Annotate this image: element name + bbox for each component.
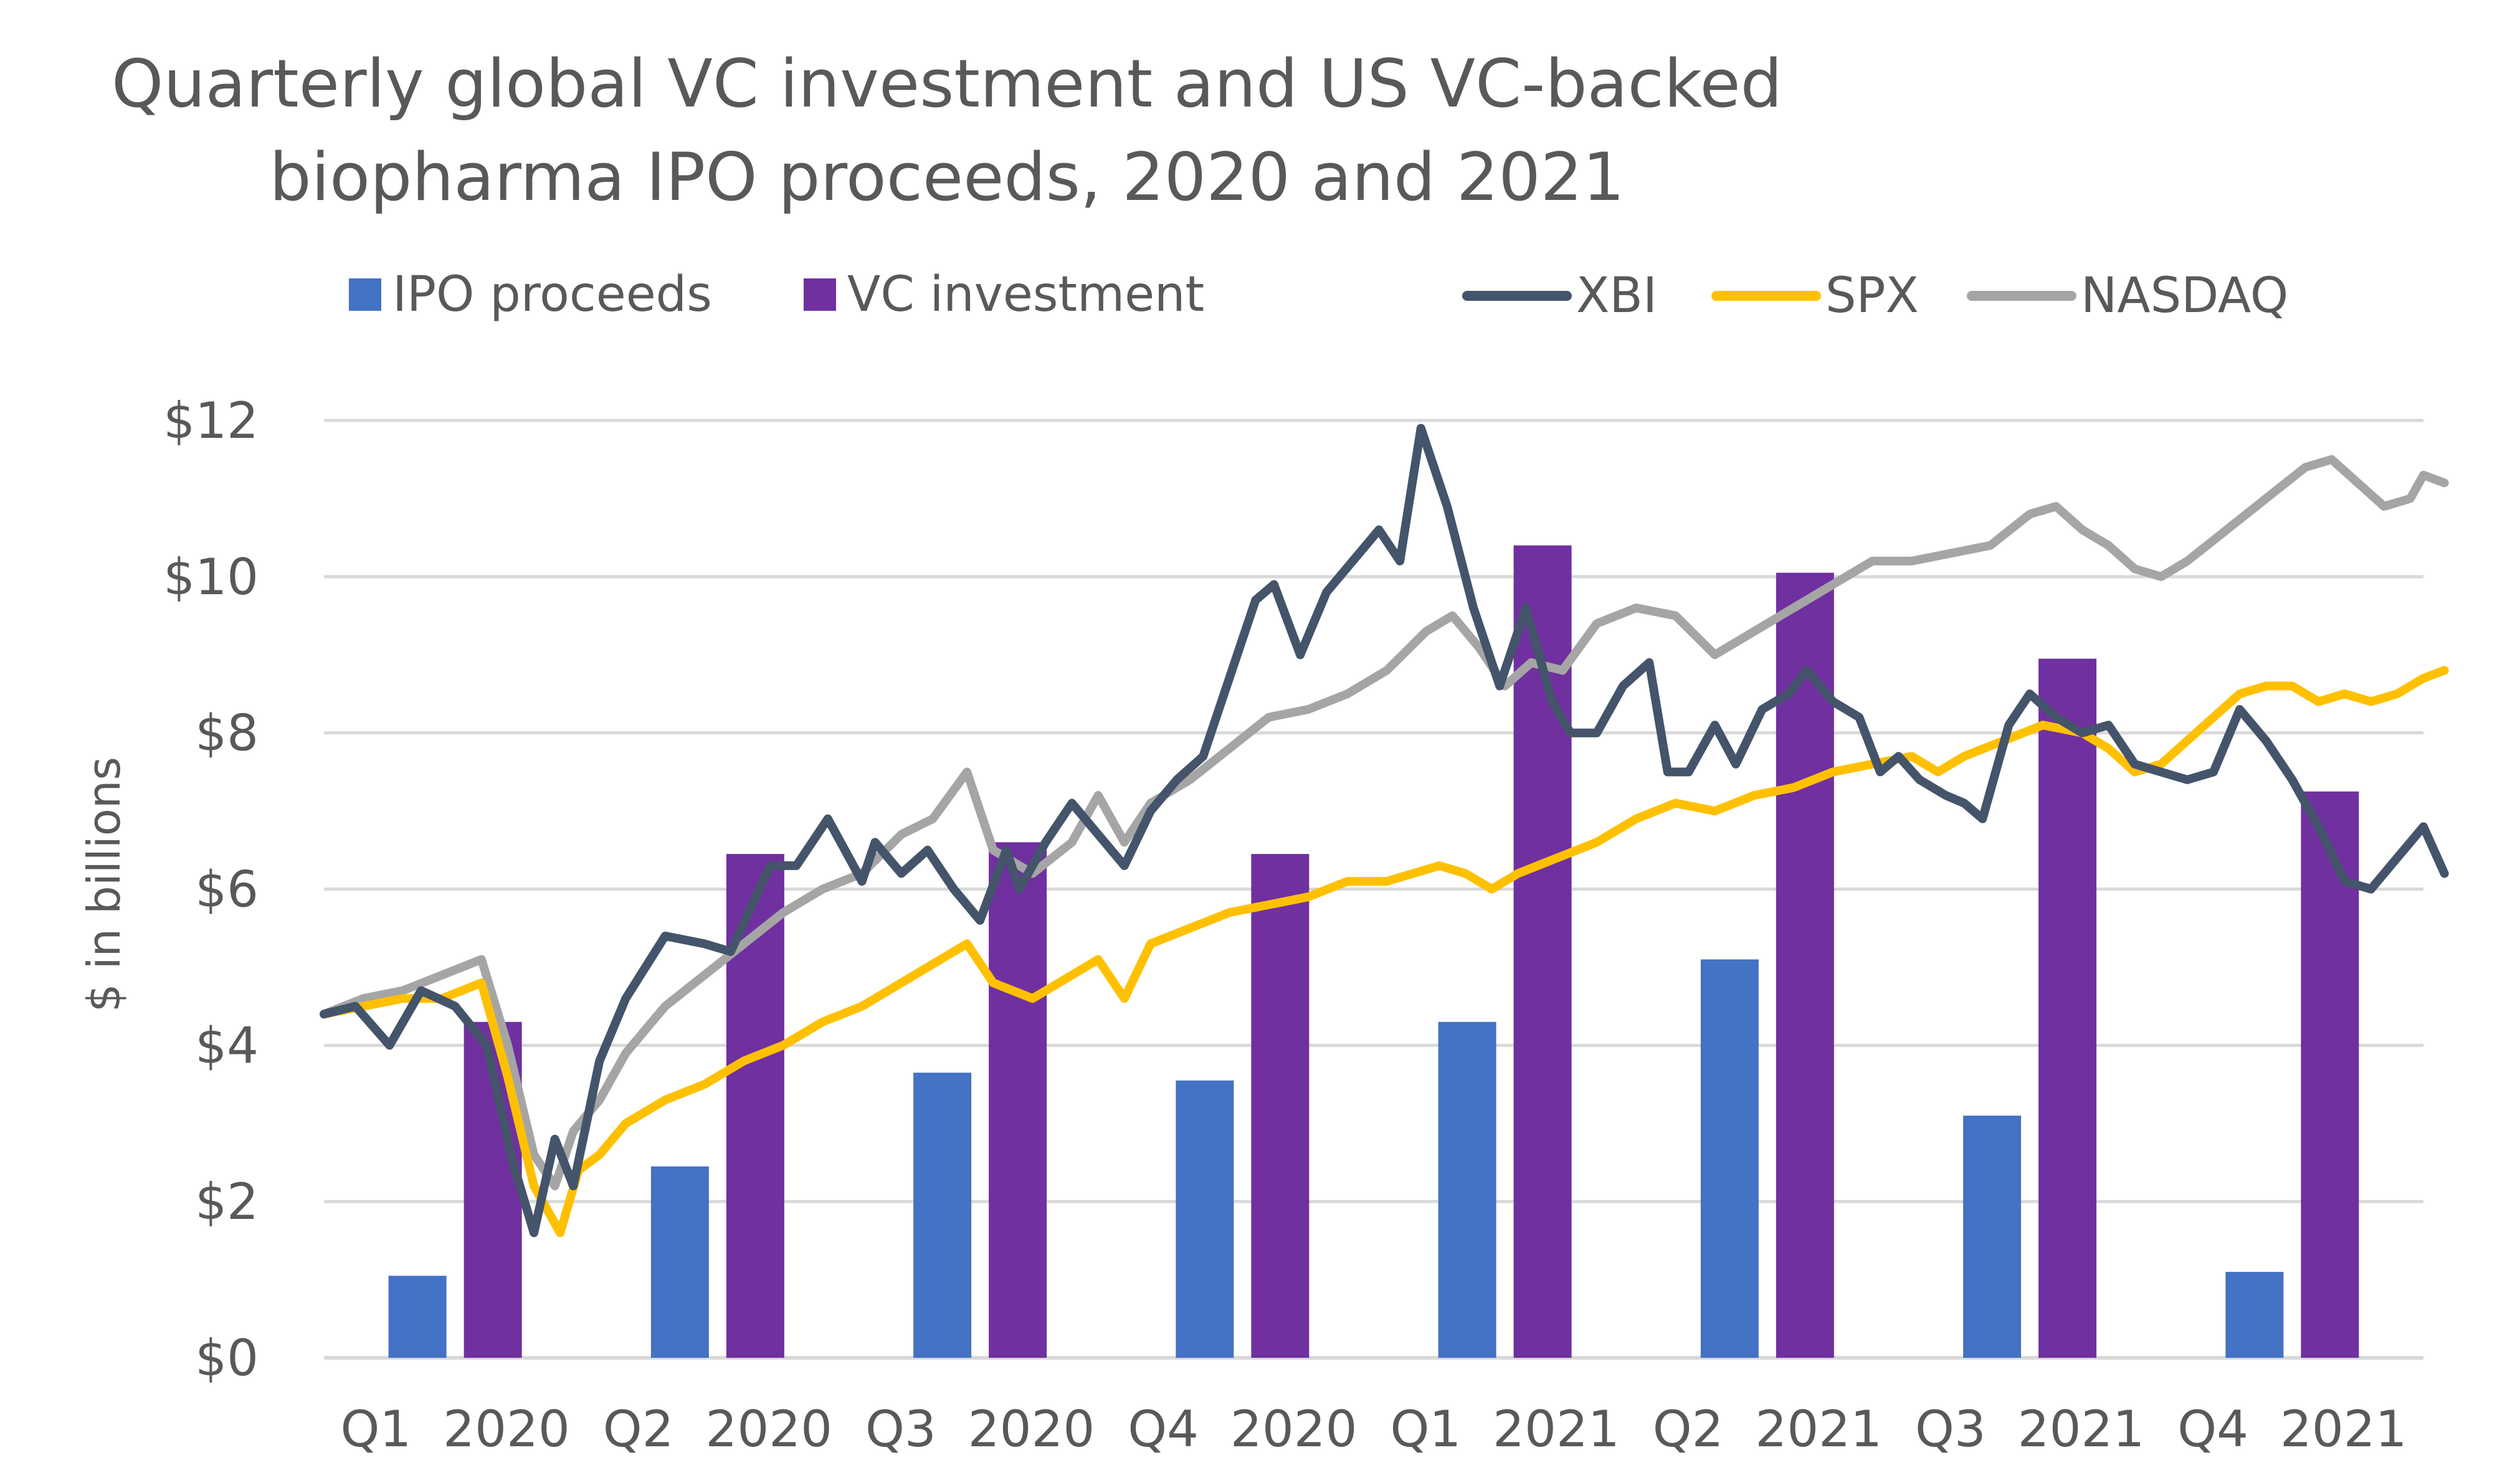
bars (388, 545, 2359, 1358)
x-tick-label: Q4 2020 (1128, 1400, 1357, 1458)
x-tick-label: Q4 2021 (2177, 1400, 2407, 1458)
bar-ipo-proceeds (1438, 1021, 1496, 1358)
line-series (320, 424, 2449, 1238)
line-spx (320, 666, 2449, 1238)
x-tick-label: Q3 2021 (1915, 1400, 2144, 1458)
bar-ipo-proceeds (913, 1073, 972, 1358)
bar-vc-investment (1776, 572, 1834, 1358)
legend-label: NASDAQ (2081, 268, 2288, 324)
legend-label: VC investment (847, 267, 1204, 323)
y-tick-label: $8 (195, 704, 259, 762)
bar-ipo-proceeds (1963, 1116, 2022, 1358)
y-tick-label: $10 (163, 548, 259, 606)
legend: IPO proceeds VC investment XBI SPX NASDAQ (349, 267, 2288, 324)
legend-label: IPO proceeds (392, 267, 712, 323)
bar-ipo-proceeds (1700, 959, 1759, 1358)
bar-vc-investment (2038, 658, 2097, 1358)
line-xbi (320, 424, 2449, 1238)
legend-label: SPX (1825, 268, 1919, 324)
y-axis-title: $ in billions (78, 757, 130, 1012)
y-tick-label: $4 (195, 1016, 259, 1074)
x-tick-label: Q2 2020 (603, 1400, 832, 1458)
chart-title-line-1: Quarterly global VC investment and US VC… (112, 45, 1782, 122)
x-tick-label: Q1 2021 (1390, 1400, 1619, 1458)
chart-title-line-2: biopharma IPO proceeds, 2020 and 2021 (269, 139, 1625, 216)
bar-ipo-proceeds (1176, 1080, 1234, 1358)
bar-vc-investment (2301, 791, 2359, 1358)
y-tick-label: $0 (195, 1329, 259, 1387)
legend-label: XBI (1576, 268, 1657, 324)
bar-ipo-proceeds (388, 1276, 447, 1358)
legend-swatch (804, 278, 836, 311)
y-tick-label: $2 (195, 1173, 259, 1231)
bar-ipo-proceeds (2225, 1272, 2284, 1358)
x-tick-labels: Q1 2020 Q2 2020 Q3 2020 Q4 2020 Q1 2021 Q2 20… (340, 1400, 2407, 1458)
chart-title: Quarterly global VC investment and US VC… (0, 37, 1894, 224)
bar-vc-investment (989, 842, 1047, 1358)
gridlines (324, 419, 2423, 1360)
bar-vc-investment (1251, 854, 1310, 1358)
x-tick-label: Q3 2020 (865, 1400, 1095, 1458)
line-nasdaq (320, 455, 2449, 1191)
bar-ipo-proceeds (650, 1166, 709, 1358)
y-tick-label: $6 (195, 861, 259, 919)
x-tick-label: Q1 2020 (340, 1400, 569, 1458)
legend-swatch (349, 278, 381, 311)
y-tick-labels: $0 $2 $4 $6 $8 $10 $12 (163, 392, 259, 1387)
x-tick-label: Q2 2021 (1653, 1400, 1882, 1458)
y-tick-label: $12 (163, 392, 259, 450)
